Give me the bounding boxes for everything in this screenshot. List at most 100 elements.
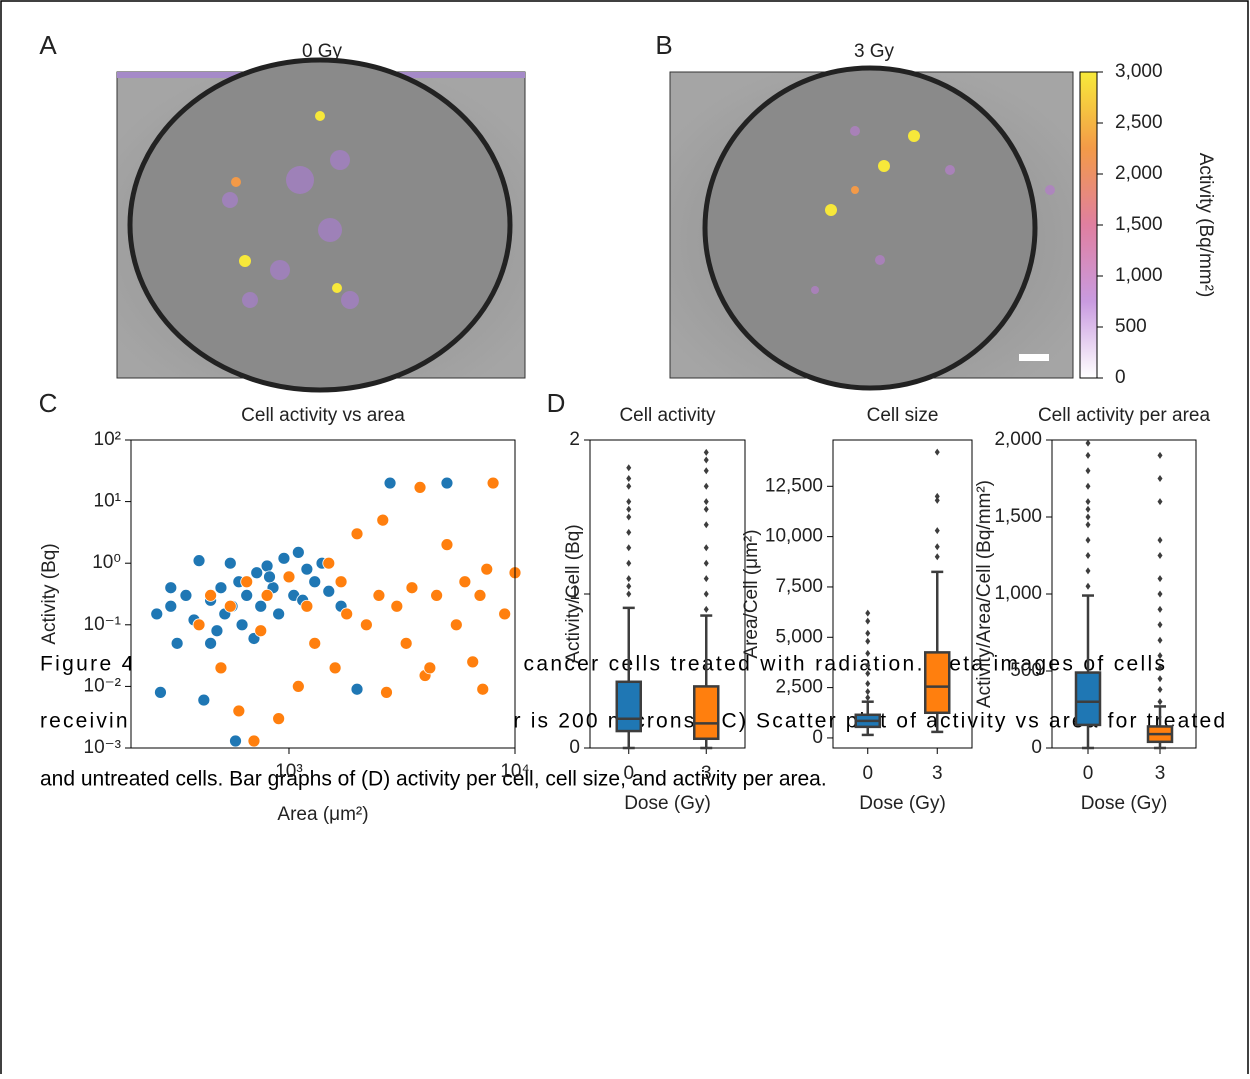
scatter-point — [204, 589, 218, 602]
scatter-point — [254, 624, 268, 638]
outlier — [865, 694, 871, 702]
outlier — [703, 505, 709, 513]
scatter-point — [473, 589, 487, 602]
y-tick-label: 500 — [1115, 316, 1147, 337]
outlier — [1157, 552, 1163, 559]
scatter-point — [291, 545, 305, 559]
y-tick-label: 1,500 — [994, 506, 1042, 527]
y-tick-label: 10⁻² — [84, 675, 122, 696]
scatter-point — [291, 680, 305, 693]
scatter-point — [308, 636, 322, 650]
scatter-point — [449, 618, 463, 632]
y-tick-label: 2,500 — [775, 677, 823, 698]
x-axis-label: Dose (Gy) — [624, 793, 711, 814]
scatter-point — [486, 476, 500, 490]
y-tick-label: 10¹ — [94, 491, 121, 512]
scatter-point — [260, 589, 274, 602]
scatter-point — [350, 527, 364, 541]
beta-image-b — [669, 65, 1074, 391]
scatter-point — [350, 682, 364, 696]
scatter-point — [232, 704, 246, 718]
outlier — [934, 496, 940, 504]
scatter-point — [277, 551, 291, 565]
outlier — [1157, 475, 1163, 482]
scatter-point — [430, 589, 444, 602]
scatter-point — [322, 556, 336, 570]
outlier — [626, 482, 632, 490]
x-tick-label: 10³ — [275, 761, 302, 782]
outlier — [865, 649, 871, 657]
box — [1074, 671, 1102, 727]
scatter-point — [340, 607, 354, 621]
scatter-point — [164, 581, 178, 595]
x-tick-label: 0 — [623, 763, 634, 784]
y-tick-label: 7,500 — [775, 576, 823, 597]
outlier — [626, 559, 632, 567]
outlier — [934, 448, 940, 456]
scatter-point — [405, 581, 419, 595]
y-tick-label: 500 — [1010, 660, 1042, 681]
scatter-point — [359, 618, 373, 632]
scatter-point — [179, 589, 193, 602]
plot-frame — [1051, 439, 1197, 749]
outlier — [865, 629, 871, 637]
y-tick-label: 3,000 — [1115, 61, 1163, 82]
x-tick-label: 10⁴ — [500, 761, 529, 782]
y-axis-label: Activity/Area/Cell (Bq/mm²) — [974, 480, 995, 708]
scatter-point — [458, 575, 472, 589]
scatter-point — [423, 661, 437, 675]
outlier — [1157, 575, 1163, 583]
outlier — [1085, 505, 1091, 513]
scatter-point — [240, 589, 254, 602]
y-tick-label: 10⁰ — [92, 552, 121, 573]
y-tick-label: 10⁻³ — [84, 737, 122, 758]
x-axis-label: Area (μm²) — [277, 804, 368, 825]
box — [615, 680, 642, 733]
outlier — [1157, 498, 1163, 506]
y-tick-label: 0 — [569, 737, 580, 758]
outlier — [934, 492, 940, 500]
y-axis-label: Area/Cell (μm²) — [741, 529, 762, 658]
scatter-point — [247, 734, 261, 748]
y-tick-label: 2,000 — [1115, 163, 1163, 184]
outlier — [1157, 652, 1163, 660]
scatter-point — [383, 476, 397, 490]
colorbar — [1079, 71, 1098, 379]
scatter-point — [170, 636, 184, 650]
outlier — [1085, 513, 1091, 521]
outlier — [703, 498, 709, 506]
outlier — [626, 498, 632, 506]
outlier — [703, 467, 709, 475]
y-tick-label: 1 — [569, 583, 580, 604]
outlier — [703, 559, 709, 567]
outlier — [703, 590, 709, 598]
scatter-point — [440, 476, 454, 490]
scatter-point — [334, 575, 348, 589]
outlier — [1157, 685, 1163, 693]
outlier — [626, 528, 632, 536]
scatter-point — [235, 618, 249, 632]
scatter-point — [204, 636, 218, 650]
scatter-point — [210, 624, 224, 638]
scatter-point — [154, 685, 167, 699]
outlier — [934, 527, 940, 535]
plot-frame — [832, 439, 973, 749]
scatter-point — [240, 575, 254, 589]
x-tick-label: 3 — [932, 763, 943, 784]
outlier — [1085, 451, 1091, 459]
scatter-point — [399, 636, 413, 650]
outlier — [703, 575, 709, 583]
outlier — [626, 590, 632, 598]
outlier — [1085, 467, 1091, 475]
outlier — [703, 456, 709, 464]
scatter-point — [300, 562, 314, 576]
scatter-point — [192, 554, 206, 568]
scatter-point — [214, 661, 228, 675]
scatter-point — [214, 581, 228, 595]
y-tick-label: 5,000 — [775, 626, 823, 647]
scatter-point — [328, 661, 342, 675]
outlier — [626, 475, 632, 482]
scatter-point — [476, 682, 490, 696]
